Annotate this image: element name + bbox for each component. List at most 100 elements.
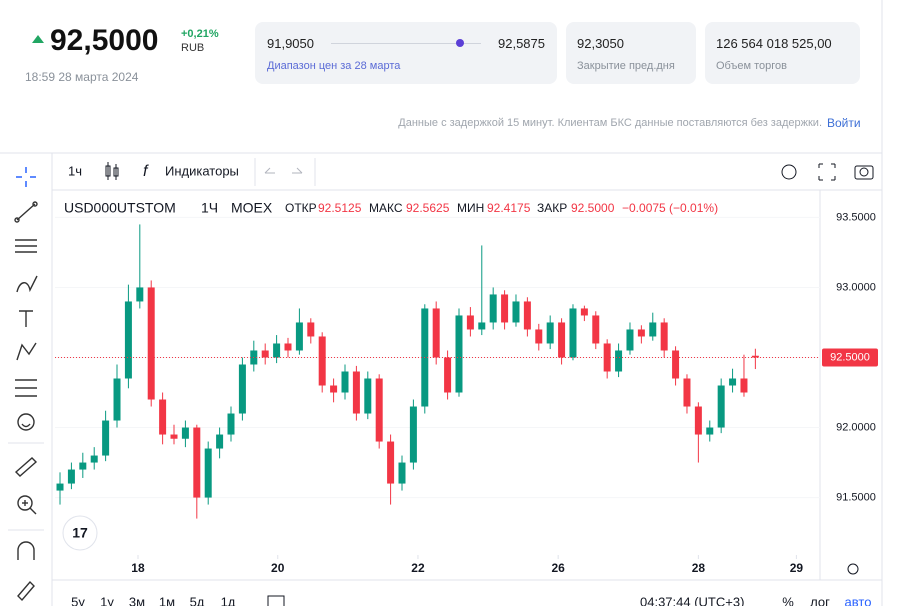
projection-tool[interactable]	[15, 379, 37, 397]
candle-body	[67, 469, 75, 484]
currency: RUB	[181, 42, 205, 54]
scale-option[interactable]: %	[782, 594, 794, 606]
candle-body	[432, 308, 440, 358]
y-tick-label: 91.5000	[836, 491, 876, 503]
ruler-tool[interactable]	[14, 457, 38, 477]
lock-tool[interactable]	[17, 580, 35, 602]
crosshair-tool[interactable]	[16, 167, 36, 187]
candle-body	[649, 322, 657, 337]
clock: 04:37:44 (UTC+3)	[640, 594, 744, 606]
logo: 17	[62, 515, 98, 551]
range-button[interactable]: 1у	[100, 594, 114, 606]
volume: 126 564 018 525,00	[716, 36, 832, 51]
candle-body	[615, 350, 623, 372]
x-tick-label: 20	[271, 561, 285, 575]
date-range-button[interactable]	[267, 595, 285, 606]
candle-body	[569, 308, 577, 358]
candle-body	[79, 462, 87, 470]
range-button[interactable]: 5у	[71, 594, 85, 606]
candle-body	[626, 329, 634, 351]
candle-body	[512, 301, 520, 323]
legend-interval: 1Ч	[201, 200, 218, 216]
range-track	[331, 43, 481, 44]
candle-body	[501, 294, 509, 323]
legend-value: 92.5625	[406, 201, 450, 215]
legend-symbol: USD000UTSTOM	[64, 200, 176, 216]
candle-body	[159, 399, 167, 435]
range-button[interactable]: 5д	[190, 594, 205, 606]
candle-body	[261, 350, 269, 358]
candle-body	[295, 322, 303, 351]
range-button[interactable]: 1д	[221, 594, 236, 606]
indicators-button[interactable]: Индикаторы	[165, 163, 239, 178]
y-tick-label: 93.0000	[836, 281, 876, 293]
zoom-tool[interactable]	[17, 495, 37, 515]
candle-body	[398, 462, 406, 484]
price: 92,5000	[50, 24, 159, 57]
candle-body	[717, 385, 725, 428]
chart-type-button[interactable]	[105, 162, 119, 180]
legend-change: −0.0075 (−0.01%)	[622, 201, 718, 215]
candle-body	[124, 301, 132, 379]
candle-body	[455, 315, 463, 393]
range-label: Диапазон цен за 28 марта	[267, 60, 401, 72]
scale-option[interactable]: лог	[810, 594, 830, 606]
candle-body	[694, 406, 702, 435]
settings-button[interactable]	[781, 164, 797, 180]
emoji-tool[interactable]	[17, 413, 35, 431]
text-tool[interactable]	[19, 310, 33, 327]
x-tick-label: 18	[131, 561, 145, 575]
candle-body	[56, 483, 64, 491]
candle-body	[273, 343, 281, 358]
candle-body	[352, 371, 360, 414]
candle-body	[318, 336, 326, 386]
pattern-tool[interactable]	[16, 342, 37, 361]
interval-button[interactable]: 1ч	[68, 163, 82, 178]
svg-text:17: 17	[72, 525, 88, 541]
trend-line-tool[interactable]	[14, 201, 38, 223]
magnet-tool[interactable]	[17, 541, 35, 560]
candle-body	[341, 371, 349, 393]
candle-body	[181, 427, 189, 439]
candle-body	[729, 378, 737, 386]
x-tick-label: 22	[411, 561, 425, 575]
legend-label: ЗАКР	[537, 201, 567, 215]
fib-tool[interactable]	[15, 239, 37, 253]
range-high: 92,5875	[498, 36, 545, 51]
legend-label: ОТКР	[285, 201, 317, 215]
candle-body	[740, 378, 748, 393]
scale-option[interactable]: авто	[845, 594, 872, 606]
last-price-label: 92.5000	[830, 351, 870, 363]
legend-value: 92.4175	[487, 201, 531, 215]
candle-body	[546, 322, 554, 344]
delay-notice: Данные с задержкой 15 минут. Клиентам БК…	[398, 117, 822, 129]
undo-button[interactable]	[264, 167, 275, 174]
brush-tool[interactable]	[16, 275, 38, 293]
candle-body	[204, 448, 212, 498]
candle-body	[706, 427, 714, 435]
candle-body	[683, 378, 691, 407]
candle-body	[284, 343, 292, 351]
candle-body	[102, 420, 110, 456]
range-button[interactable]: 1м	[159, 594, 175, 606]
axis-settings-button[interactable]	[847, 563, 859, 575]
candle-body	[216, 434, 224, 449]
indicators-icon[interactable]: f	[143, 163, 149, 180]
candle-body	[307, 322, 315, 337]
range-low: 91,9050	[267, 36, 314, 51]
redo-button[interactable]	[292, 167, 303, 174]
login-link[interactable]: Войти	[827, 116, 861, 130]
candle-body	[444, 357, 452, 393]
candle-body	[364, 378, 372, 414]
candle-body	[660, 322, 668, 351]
candle-body	[113, 378, 121, 421]
fullscreen-button[interactable]	[818, 163, 836, 181]
range-button[interactable]: 3м	[129, 594, 145, 606]
screenshot-button[interactable]	[854, 165, 874, 180]
prev-close: 92,3050	[577, 36, 624, 51]
legend-value: 92.5000	[571, 201, 615, 215]
volume-card: 126 564 018 525,00 Объем торгов	[705, 22, 860, 84]
x-tick-label: 28	[692, 561, 706, 575]
